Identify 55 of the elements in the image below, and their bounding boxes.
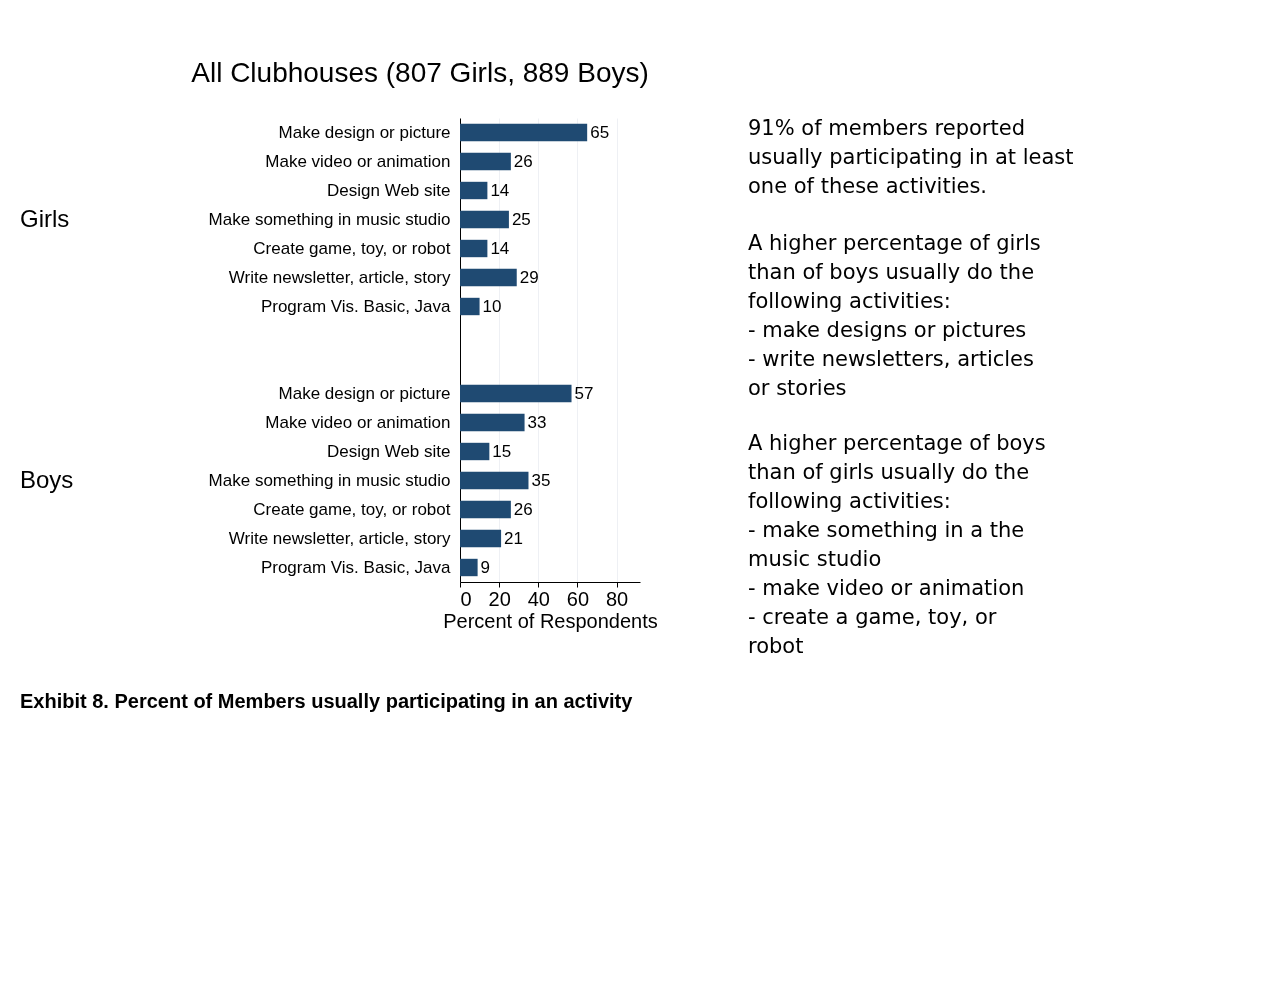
data-label: 21 xyxy=(504,528,524,548)
x-axis-title: Percent of Respondents xyxy=(443,609,658,632)
y-tick-label: Program Vis. Basic, Java xyxy=(260,296,452,316)
x-tick-label: 0 xyxy=(460,587,472,610)
data-label: 10 xyxy=(482,296,502,316)
text: Exhibit 8. Percent of Members usually participating in an activity xyxy=(20,690,634,712)
bar xyxy=(460,181,488,200)
y-tick-label: Make design or picture xyxy=(278,122,451,142)
y-tick-label: Write newsletter, article, story xyxy=(228,528,451,548)
y-tick-label: Design Web site xyxy=(327,180,451,200)
bar xyxy=(460,210,509,229)
y-tick-label: Make video or animation xyxy=(265,412,451,432)
data-label: 35 xyxy=(531,470,551,490)
bar xyxy=(460,268,517,287)
y-tick-label: Write newsletter, article, story xyxy=(228,267,451,287)
x-tick-label: 80 xyxy=(605,587,629,610)
data-label: 26 xyxy=(513,151,533,171)
y-tick-label: Make video or animation xyxy=(265,151,451,171)
y-tick-label: Program Vis. Basic, Java xyxy=(260,557,452,577)
bar xyxy=(460,529,502,548)
text: Boys xyxy=(20,465,74,493)
chart-title: All Clubhouses (807 Girls, 889 Boys) xyxy=(191,57,649,88)
x-tick-label: 20 xyxy=(488,587,511,610)
data-label: 9 xyxy=(480,557,491,577)
data-label: 33 xyxy=(527,412,547,432)
bar xyxy=(460,500,511,519)
bar xyxy=(460,152,511,171)
bar xyxy=(460,239,488,258)
data-label: 26 xyxy=(513,499,533,519)
y-tick-label: Create game, toy, or robot xyxy=(253,499,451,519)
x-tick-label: 60 xyxy=(566,587,590,610)
data-label: 14 xyxy=(490,180,510,200)
y-tick-label: Make something in music studio xyxy=(208,209,451,229)
text: Girls xyxy=(20,204,70,232)
bar xyxy=(460,442,490,461)
bar xyxy=(460,297,480,316)
bar xyxy=(460,123,588,142)
y-tick-label: Create game, toy, or robot xyxy=(253,238,451,258)
data-label: 29 xyxy=(519,267,539,287)
data-label: 25 xyxy=(511,209,531,229)
y-tick-label: Make something in music studio xyxy=(208,470,451,490)
bar xyxy=(460,558,478,577)
text: 91% of members reported usually participating in at least one of these activities. xyxy=(748,116,1074,198)
y-tick-label: Make design or picture xyxy=(278,383,451,403)
bar xyxy=(460,413,525,432)
x-tick-label: 40 xyxy=(527,587,550,610)
bar xyxy=(460,384,572,403)
y-tick-label: Design Web site xyxy=(327,441,451,461)
data-label: 65 xyxy=(590,122,610,142)
data-label: 57 xyxy=(574,383,594,403)
data-label: 15 xyxy=(492,441,512,461)
text: A higher percentage of boys than of girls usually do the following activities: - make something in a the music studio - make video or animation - create a game, toy, or robot xyxy=(748,431,1046,658)
data-label: 14 xyxy=(490,238,510,258)
text: A higher percentage of girls than of boys usually do the following activities: - make designs or pictures - write newsletters, articles or stories xyxy=(748,231,1041,400)
bar xyxy=(460,471,529,490)
